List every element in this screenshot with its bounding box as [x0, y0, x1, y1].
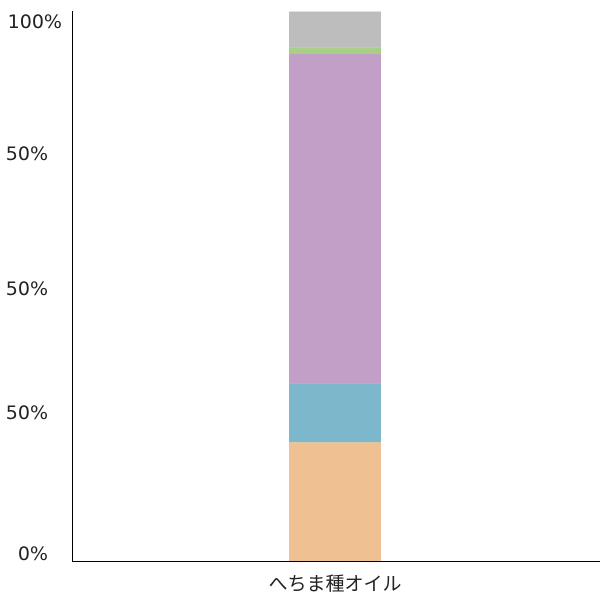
- y-tick-label: 0%: [18, 543, 48, 565]
- y-tick-label: 100%: [8, 11, 62, 33]
- y-tick-label: 50%: [6, 143, 48, 165]
- y-tick-label: 50%: [6, 402, 48, 424]
- x-tick-label: へちま種オイル: [268, 573, 401, 595]
- y-tick-label: 50%: [6, 278, 48, 300]
- bar-segment-2: [289, 383, 381, 443]
- bar-segment-3: [289, 53, 381, 384]
- bar-segment-4: [289, 47, 381, 54]
- bar-segment-5: [289, 11, 381, 48]
- bar-segment-1: [289, 442, 381, 561]
